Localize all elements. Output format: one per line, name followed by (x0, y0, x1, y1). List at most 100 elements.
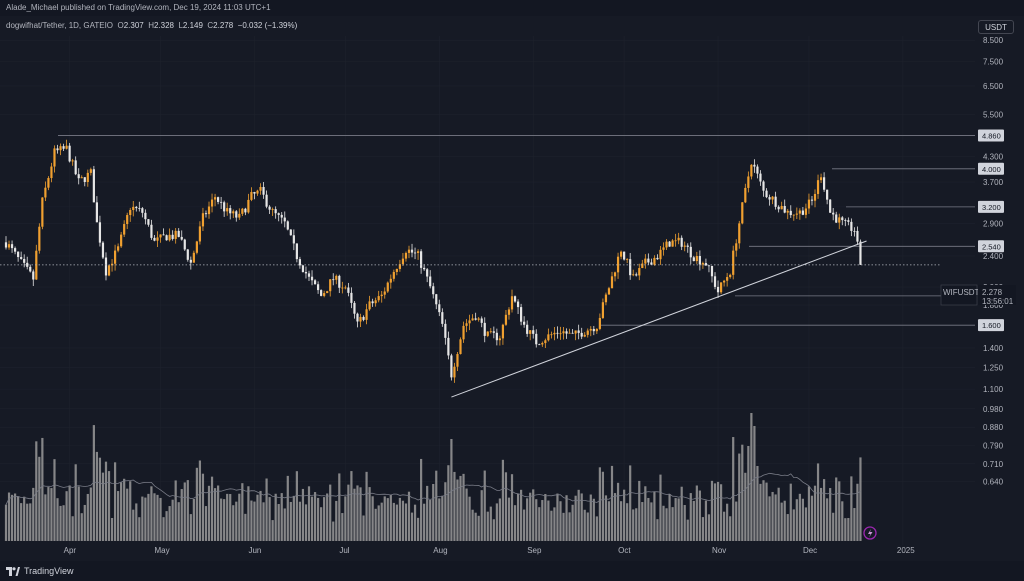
volume-bar (104, 461, 108, 541)
volume-bar (135, 503, 138, 541)
volume-bar (289, 501, 292, 541)
alert-icon[interactable] (863, 526, 877, 540)
volume-bar (635, 508, 638, 541)
candle-body (753, 164, 756, 167)
volume-bar (374, 508, 377, 541)
candle-body (395, 268, 398, 272)
volume-bar (316, 497, 320, 541)
volume-bar (401, 500, 405, 541)
volume-bar (335, 500, 338, 541)
volume-bar (607, 501, 611, 541)
volume-bar (171, 499, 174, 541)
candle-body (226, 208, 229, 212)
volume-bar (719, 484, 723, 541)
candle-body (823, 177, 826, 190)
candle-body (468, 320, 471, 324)
candle-body (619, 251, 623, 257)
candle-body (74, 160, 77, 175)
candle-body (359, 316, 362, 322)
candle-body (547, 334, 550, 341)
volume-bar (783, 500, 786, 541)
candle-body (104, 257, 108, 276)
candle-body (183, 239, 186, 250)
volume-bar (150, 486, 153, 541)
y-tick-label: 0.640 (983, 478, 1004, 487)
horizontal-levels (58, 135, 975, 326)
volume-bar (541, 500, 544, 541)
volume-bar (468, 496, 471, 541)
tradingview-logo[interactable]: TradingView (6, 566, 74, 576)
candle-body (798, 210, 801, 214)
chart-area[interactable] (0, 16, 1024, 561)
candle-body (38, 226, 41, 251)
volume-bar (132, 509, 135, 541)
volume-bar (232, 505, 235, 541)
candle-body (107, 265, 111, 276)
candle-body (568, 332, 571, 334)
candle-body (704, 263, 708, 266)
volume-bar (68, 485, 71, 541)
volume-bar (92, 425, 95, 541)
candle-body (374, 300, 377, 304)
open-value: 2.307 (123, 21, 144, 30)
candle-body (498, 338, 501, 341)
volume-bar (580, 493, 583, 541)
volume-bars (4, 413, 862, 541)
candle-body (180, 236, 183, 240)
candle-body (795, 213, 798, 215)
currency-button[interactable]: USDT (978, 20, 1014, 34)
volume-bar (523, 509, 526, 541)
volume-bar (659, 474, 662, 541)
volume-bar (123, 478, 126, 541)
publish-info: Alade_Michael published on TradingView.c… (6, 3, 271, 12)
candle-body (480, 318, 483, 323)
volume-bar (765, 482, 768, 541)
volume-bar (189, 514, 192, 541)
volume-bar (516, 493, 520, 541)
candle-body (453, 366, 456, 378)
low-value: 2.149 (182, 21, 203, 30)
price-chart[interactable]: 8.500 7.500 6.500 5.500 4.300 3.700 3.200 2.900… (0, 0, 1024, 561)
candles (4, 139, 862, 383)
candle-body (153, 237, 156, 241)
volume-bar (829, 488, 832, 541)
candle-body (368, 301, 371, 310)
candle-body (850, 221, 853, 231)
candle-body (171, 234, 174, 239)
volume-bar (310, 496, 314, 541)
volume-bar (165, 511, 168, 541)
candle-body (459, 339, 462, 355)
volume-bar (586, 512, 589, 541)
candle-body (201, 213, 205, 227)
volume-bar (62, 505, 65, 541)
volume-bar (250, 500, 253, 541)
volume-bar (641, 502, 644, 541)
volume-bar (604, 495, 608, 541)
volume-bar (838, 481, 841, 541)
price-axis[interactable]: 8.500 7.500 6.500 5.500 4.300 3.700 3.200 2.900… (983, 36, 1004, 486)
volume-bar (313, 492, 317, 541)
volume-bar (835, 477, 838, 541)
volume-bar (486, 511, 489, 541)
candle-body (86, 172, 89, 183)
volume-bar (280, 493, 283, 541)
trendline[interactable] (451, 240, 867, 398)
candle-body (392, 271, 395, 279)
candle-body (7, 244, 11, 248)
candle-body (541, 343, 544, 345)
candle-body (32, 271, 35, 280)
volume-bar (777, 487, 780, 541)
candle-body (383, 291, 386, 295)
candle-body (553, 332, 556, 335)
time-axis[interactable]: Apr May Jun Jul Aug Sep Oct Nov Dec 2025 (64, 546, 916, 555)
candle-body (565, 331, 568, 334)
candle-body (238, 213, 241, 218)
y-tick-label: 7.500 (983, 58, 1004, 67)
candle-body (189, 259, 192, 263)
volume-bar (592, 498, 595, 541)
volume-bar (229, 494, 232, 541)
candle-body (759, 173, 762, 182)
candle-body (595, 328, 598, 332)
candle-body (847, 220, 850, 222)
volume-bar (386, 498, 389, 541)
